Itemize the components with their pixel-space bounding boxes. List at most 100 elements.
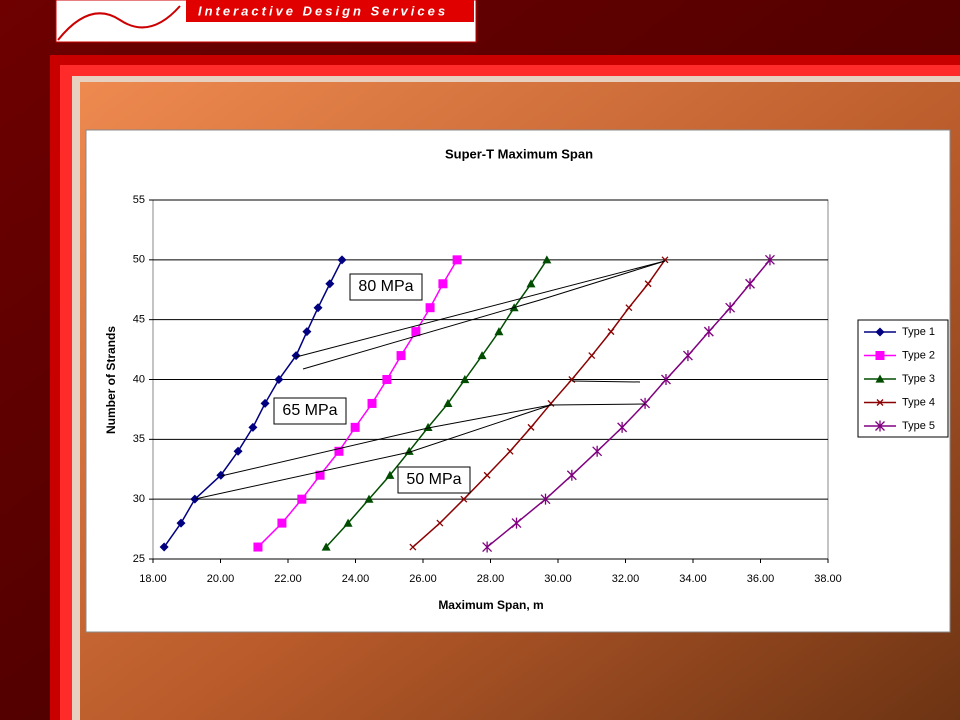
legend-marker [875, 374, 885, 383]
marker [452, 255, 462, 265]
x-tick-label: 20.00 [207, 573, 235, 585]
marker [343, 518, 353, 527]
marker [302, 327, 312, 337]
marker [337, 255, 347, 265]
marker [409, 543, 417, 551]
marker [260, 398, 270, 408]
marker [248, 422, 258, 432]
marker [482, 541, 493, 553]
marker [233, 446, 243, 456]
connector [220, 404, 552, 477]
marker [477, 351, 487, 360]
marker [443, 398, 453, 408]
marker [382, 375, 392, 384]
marker [460, 375, 470, 384]
marker [274, 375, 284, 384]
legend-label: Type 5 [902, 420, 935, 432]
marker [315, 470, 325, 480]
marker [385, 470, 395, 479]
x-axis-label: Maximum Span, m [438, 598, 543, 612]
y-tick-label: 30 [133, 493, 145, 505]
marker [644, 280, 652, 288]
connector [295, 260, 666, 358]
marker [725, 302, 736, 314]
marker [436, 519, 444, 527]
x-tick-label: 32.00 [612, 573, 640, 585]
marker [396, 351, 406, 361]
y-tick-label: 35 [133, 433, 145, 445]
marker [542, 255, 552, 264]
x-tick-label: 36.00 [747, 573, 775, 585]
legend-label: Type 3 [902, 373, 935, 385]
annotation-box [397, 466, 471, 494]
legend-label: Type 4 [902, 396, 935, 408]
y-tick-label: 55 [133, 194, 145, 206]
marker [592, 445, 603, 457]
marker [216, 470, 226, 480]
annotation-box [273, 397, 347, 425]
annotation-box [349, 273, 423, 301]
marker [321, 542, 331, 551]
connector [302, 260, 666, 370]
marker [506, 447, 514, 455]
marker [511, 517, 522, 529]
y-tick-label: 45 [133, 314, 145, 326]
marker [277, 518, 287, 528]
marker [325, 279, 335, 289]
mpa-lines [194, 260, 666, 500]
marker [291, 351, 301, 361]
marker [625, 304, 633, 312]
connector [571, 380, 641, 383]
marker [334, 446, 344, 456]
marker [764, 254, 775, 266]
annotation: 50 MPa [406, 471, 461, 488]
y-axis-label: Number of Strands [104, 326, 118, 434]
chart-title: Super-T Maximum Span [445, 146, 593, 161]
header-title: Interactive Design Services [198, 3, 448, 18]
marker [661, 374, 671, 385]
marker [607, 328, 615, 336]
marker [159, 542, 169, 552]
x-tick-label: 38.00 [814, 573, 842, 585]
marker [745, 278, 755, 290]
marker [617, 421, 628, 433]
legend-marker [875, 351, 885, 360]
legend-marker [875, 420, 885, 432]
marker [540, 493, 551, 505]
connector [194, 403, 646, 500]
marker [494, 327, 504, 336]
logo [57, 5, 181, 41]
marker [297, 494, 307, 504]
x-tick-label: 28.00 [477, 573, 505, 585]
marker [411, 327, 421, 337]
y-tick-label: 50 [133, 254, 145, 266]
marker [527, 423, 535, 431]
annotation: 80 MPa [358, 278, 413, 295]
marker [526, 279, 536, 288]
chart-panel [85, 129, 951, 633]
x-tick-label: 24.00 [342, 573, 370, 585]
legend-label: Type 2 [902, 349, 935, 361]
marker [190, 494, 200, 504]
marker [460, 495, 468, 503]
annotation: 65 MPa [282, 402, 337, 419]
legend-label: Type 1 [902, 326, 935, 338]
marker [425, 303, 435, 313]
y-tick-label: 40 [133, 373, 145, 385]
plot: 25 30 35 40 45 50 55 18.00 20.00 22.00 24.00 26.00 2… [133, 194, 842, 585]
marker [483, 471, 491, 479]
marker [588, 352, 596, 360]
x-tick-label: 18.00 [139, 573, 167, 585]
marker [438, 279, 448, 289]
x-tick-label: 34.00 [679, 573, 707, 585]
legend-marker [876, 399, 884, 406]
marker [367, 398, 377, 408]
marker [703, 326, 714, 338]
marker [640, 397, 651, 409]
marker [313, 303, 323, 313]
marker [350, 422, 360, 432]
x-tick-label: 26.00 [409, 573, 437, 585]
marker [364, 494, 374, 503]
